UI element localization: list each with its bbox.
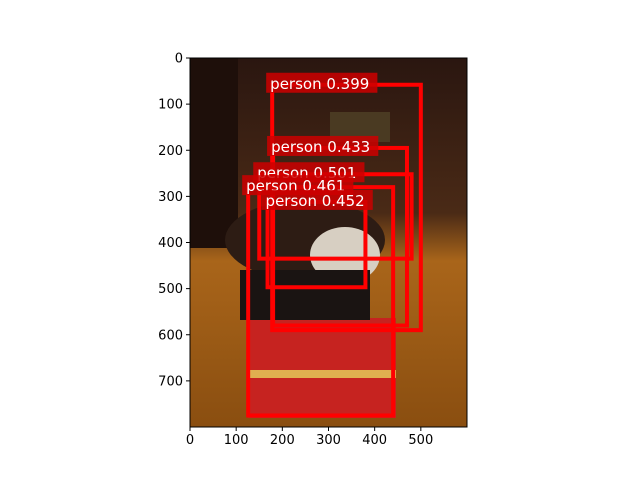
detection-label: person 0.452 (266, 192, 365, 210)
photo-background (190, 58, 467, 427)
x-tick-label: 100 (224, 433, 249, 448)
y-tick-label: 500 (158, 282, 183, 297)
x-tick-label: 300 (316, 433, 341, 448)
detection-label-bg (266, 72, 378, 93)
x-tick-label: 400 (362, 433, 387, 448)
rider-sweater (310, 227, 380, 283)
rider-jacket (240, 270, 370, 320)
detection-label: person 0.433 (271, 138, 370, 156)
axis-ticks: 0 100 200 300 400 500 0 100 200 300 400 500 600 700 (158, 52, 433, 449)
x-tick-label: 500 (408, 433, 433, 448)
detection-label-bg (267, 135, 379, 156)
y-tick-label: 100 (158, 98, 183, 113)
y-tick-label: 300 (158, 190, 183, 205)
detection-label-bg (261, 189, 373, 210)
y-tick-label: 0 (175, 52, 183, 67)
x-tick-label: 200 (270, 433, 295, 448)
ride-cart (248, 318, 396, 418)
dark-wall-left (190, 58, 238, 248)
x-tick-label: 0 (186, 433, 194, 448)
y-tick-label: 400 (158, 236, 183, 251)
y-tick-label: 200 (158, 144, 183, 159)
cart-stripe (248, 370, 396, 378)
detection-label: person 0.399 (270, 75, 369, 93)
y-tick-label: 600 (158, 328, 183, 343)
y-tick-label: 700 (158, 374, 183, 389)
